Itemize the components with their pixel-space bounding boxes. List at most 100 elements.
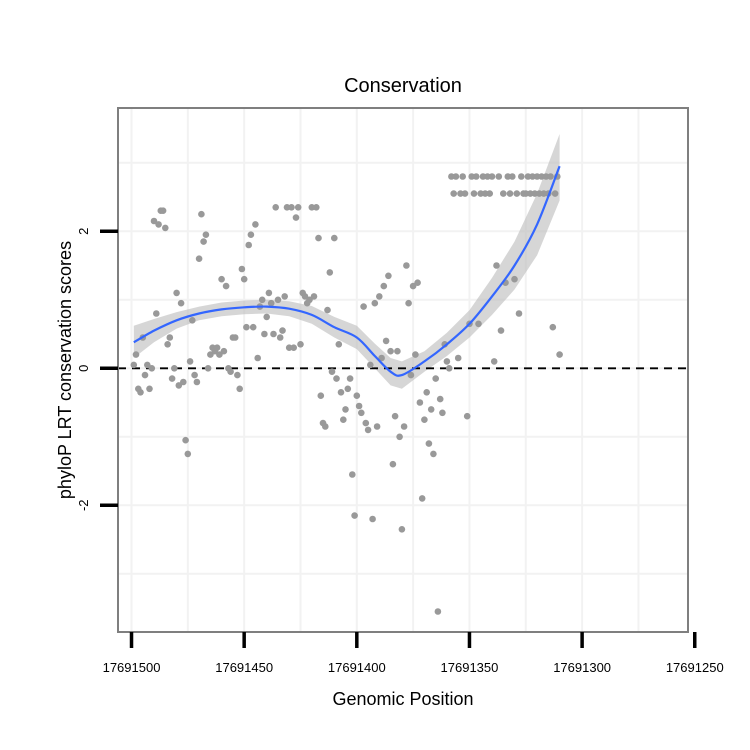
data-point bbox=[313, 204, 320, 211]
data-point bbox=[387, 347, 394, 355]
data-point bbox=[463, 412, 471, 420]
x-tick-label: 17691500 bbox=[103, 660, 161, 675]
data-point bbox=[513, 190, 521, 197]
data-point bbox=[227, 368, 234, 376]
y-axis-title: phyloP LRT conservation scores bbox=[55, 241, 75, 499]
data-point bbox=[292, 214, 300, 221]
data-point bbox=[549, 323, 557, 331]
data-point bbox=[301, 293, 309, 300]
data-point bbox=[252, 221, 259, 228]
data-point bbox=[405, 299, 412, 307]
data-point bbox=[180, 378, 187, 386]
data-point bbox=[175, 382, 183, 389]
data-point bbox=[137, 389, 144, 396]
data-point bbox=[470, 190, 478, 197]
chart-title: Conservation bbox=[344, 75, 462, 97]
data-point bbox=[500, 190, 507, 197]
data-point bbox=[414, 279, 421, 287]
x-axis: 17691500 17691450 17691400 17691350 17691300… bbox=[103, 632, 724, 675]
data-point bbox=[193, 378, 201, 386]
data-point bbox=[243, 323, 250, 331]
data-point bbox=[421, 416, 428, 424]
data-point bbox=[184, 450, 192, 458]
data-point bbox=[495, 173, 503, 180]
data-point bbox=[511, 275, 518, 283]
data-point bbox=[263, 313, 271, 321]
data-point bbox=[272, 204, 280, 211]
data-point bbox=[270, 330, 277, 338]
data-point bbox=[297, 341, 304, 348]
y-tick-label: -2 bbox=[76, 499, 91, 511]
data-point bbox=[324, 306, 331, 314]
data-point bbox=[317, 392, 325, 400]
x-tick-label: 17691250 bbox=[666, 660, 724, 675]
data-point bbox=[202, 231, 210, 238]
data-point bbox=[328, 368, 336, 376]
data-point bbox=[150, 217, 158, 225]
data-point bbox=[159, 207, 167, 214]
data-point bbox=[358, 409, 365, 417]
data-point bbox=[238, 265, 246, 273]
data-point bbox=[509, 173, 516, 180]
data-point bbox=[403, 262, 410, 269]
data-point bbox=[472, 173, 480, 180]
data-point bbox=[213, 344, 221, 352]
data-point bbox=[177, 299, 185, 307]
data-point bbox=[294, 204, 302, 211]
data-point bbox=[281, 293, 289, 300]
data-point bbox=[132, 351, 140, 358]
data-point bbox=[322, 423, 329, 430]
data-point bbox=[276, 334, 284, 341]
data-point bbox=[394, 347, 401, 355]
data-point bbox=[191, 371, 198, 379]
data-point bbox=[398, 526, 406, 533]
data-point bbox=[412, 351, 419, 358]
data-point bbox=[436, 395, 444, 403]
data-point bbox=[425, 440, 433, 447]
data-point bbox=[155, 221, 162, 228]
scatter-points bbox=[130, 173, 563, 615]
y-tick-label: 0 bbox=[76, 365, 91, 372]
data-point bbox=[220, 347, 228, 355]
data-point bbox=[488, 173, 496, 180]
data-point bbox=[367, 361, 374, 369]
data-point bbox=[452, 173, 460, 180]
data-point bbox=[195, 255, 203, 262]
data-point bbox=[427, 406, 435, 413]
data-point bbox=[173, 289, 180, 297]
data-point bbox=[380, 282, 388, 290]
smooth-line bbox=[133, 165, 561, 377]
data-point bbox=[382, 337, 390, 345]
data-point bbox=[144, 361, 151, 369]
data-point bbox=[515, 310, 523, 317]
data-point bbox=[182, 436, 189, 444]
data-point bbox=[551, 190, 559, 197]
data-point bbox=[204, 365, 212, 372]
data-point bbox=[216, 351, 223, 358]
data-point bbox=[378, 354, 385, 362]
data-point bbox=[342, 406, 349, 413]
data-point bbox=[547, 173, 554, 180]
data-point bbox=[389, 460, 397, 468]
data-point bbox=[364, 426, 372, 434]
data-point bbox=[315, 234, 322, 242]
data-point bbox=[290, 344, 298, 352]
data-point bbox=[360, 303, 367, 310]
data-point bbox=[240, 275, 248, 283]
data-point bbox=[373, 423, 381, 430]
confidence-ribbon bbox=[133, 134, 560, 389]
data-point bbox=[164, 341, 171, 348]
data-point bbox=[153, 310, 160, 317]
x-axis-title: Genomic Position bbox=[332, 689, 473, 709]
data-point bbox=[371, 299, 379, 307]
data-point bbox=[254, 354, 261, 362]
x-tick-label: 17691400 bbox=[328, 660, 386, 675]
data-point bbox=[450, 190, 458, 197]
data-point bbox=[454, 354, 462, 362]
data-point bbox=[418, 495, 426, 502]
data-point bbox=[529, 173, 536, 180]
data-point bbox=[326, 269, 334, 276]
data-point bbox=[288, 204, 295, 211]
data-point bbox=[267, 299, 275, 307]
